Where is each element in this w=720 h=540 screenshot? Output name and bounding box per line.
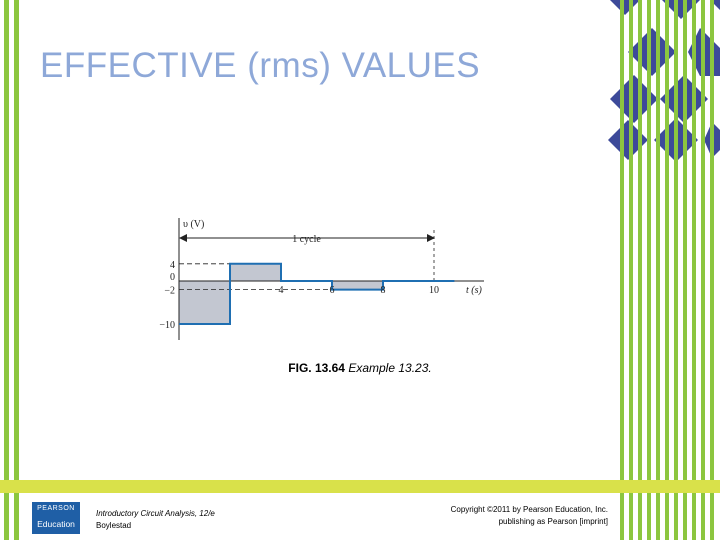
waveform-guides: [179, 230, 435, 290]
copyright-line1: Copyright ©2011 by Pearson Education, In…: [450, 505, 608, 514]
waveform-area-fills: [179, 263, 383, 324]
slide-title: EFFECTIVE (rms) VALUES: [40, 46, 481, 85]
cycle-label: 1 cycle: [292, 234, 321, 245]
footer-band: [0, 480, 720, 493]
x-tick-label: 4: [279, 285, 284, 296]
logo-line2: Education: [37, 519, 75, 529]
copyright: Copyright ©2011 by Pearson Education, In…: [451, 504, 608, 528]
y-tick-label: −10: [159, 320, 175, 331]
book-author: Boylestad: [96, 521, 132, 530]
book-title: Introductory Circuit Analysis, 12/e: [96, 509, 215, 518]
copyright-line2: publishing as Pearson [imprint]: [498, 517, 608, 526]
area-fill-segment: [179, 281, 230, 324]
waveform-line: [179, 262, 455, 325]
area-fill-segment: [230, 263, 281, 281]
book-info: Introductory Circuit Analysis, 12/e Boyl…: [96, 508, 215, 532]
y-tick-label: 4: [170, 260, 175, 271]
figure-number: FIG. 13.64: [288, 361, 345, 375]
logo-line1: PEARSON: [37, 505, 75, 512]
y-tick-label: 0: [170, 272, 175, 283]
pearson-logo: PEARSON Education: [32, 502, 80, 534]
figure-caption: FIG. 13.64 Example 13.23.: [0, 361, 720, 375]
area-fill-segment: [332, 281, 383, 290]
figure-description: Example 13.23.: [348, 361, 432, 375]
y-axis-label: υ (V): [183, 219, 204, 230]
waveform-ticks: 40−2−104 6 8 10: [159, 260, 439, 331]
x-tick-label: 10: [429, 285, 439, 296]
x-tick-label: 6: [330, 285, 335, 296]
waveform-figure: 40−2−104 6 8 10 υ (V) t (s) 1 cycle: [159, 218, 484, 340]
y-tick-label: −2: [164, 286, 175, 297]
x-tick-label: 8: [381, 285, 386, 296]
x-axis-label: t (s): [466, 285, 483, 296]
